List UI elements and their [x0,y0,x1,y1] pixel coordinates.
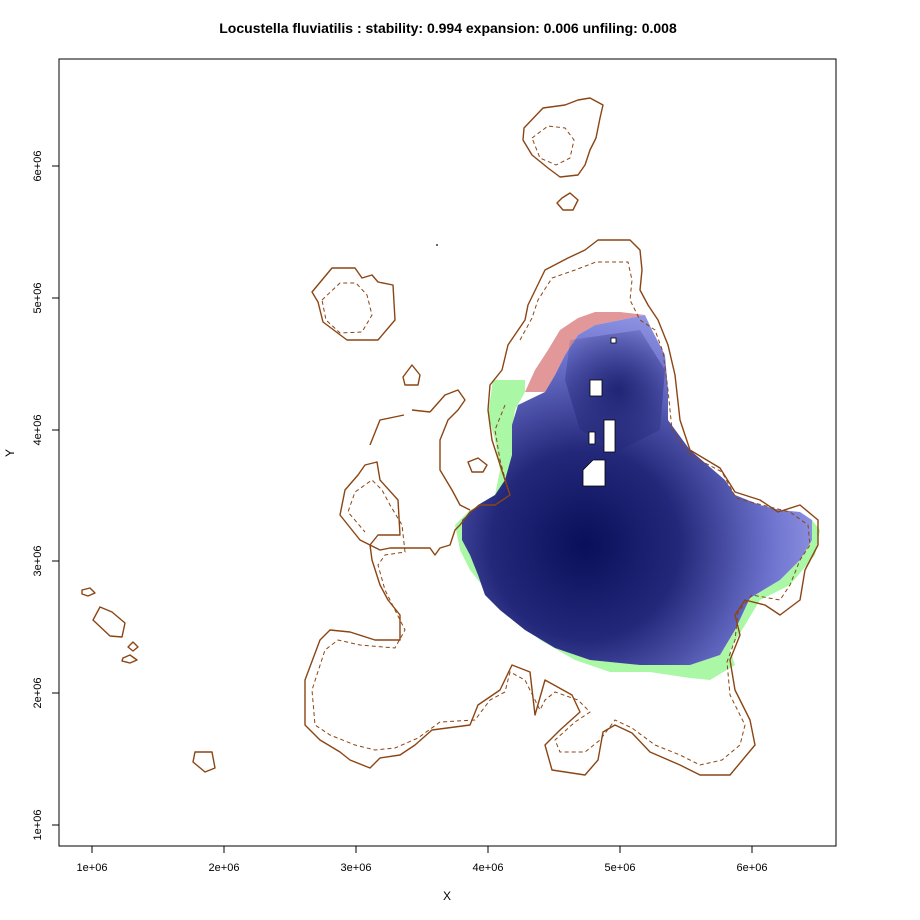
y-tick-label: 5e+06 [32,283,44,314]
x-tick-label: 4e+06 [473,862,504,874]
x-tick-label: 1e+06 [77,862,108,874]
y-tick-label: 4e+06 [32,415,44,446]
chart-title: Locustella fluviatilis : stability: 0.99… [219,20,677,36]
expansion-region [455,380,820,680]
x-tick-label: 3e+06 [341,862,372,874]
unfilling-region [525,312,645,392]
coastline-solid [81,97,819,776]
y-axis-label: Y [3,448,17,458]
x-axis-label: X [442,889,451,903]
hole-1 [589,379,603,397]
hole-2 [610,337,617,344]
x-axis: 1e+06 2e+06 3e+06 4e+06 5e+06 6e+06 [77,845,768,874]
stability-core-north [565,330,665,450]
hole-5 [588,431,596,445]
y-axis: 1e+06 2e+06 3e+06 4e+06 5e+06 6e+06 [32,151,60,841]
y-tick-label: 1e+06 [32,810,44,841]
x-tick-label: 5e+06 [605,862,636,874]
x-tick-label: 2e+06 [209,862,240,874]
stability-region [462,315,812,665]
hole-4 [603,419,616,453]
y-tick-label: 2e+06 [32,678,44,709]
hole-3 [582,459,606,487]
y-tick-label: 3e+06 [32,546,44,577]
x-tick-label: 6e+06 [737,862,768,874]
coastline-dashed [311,125,811,766]
y-tick-label: 6e+06 [32,151,44,182]
stray-point [436,244,438,246]
